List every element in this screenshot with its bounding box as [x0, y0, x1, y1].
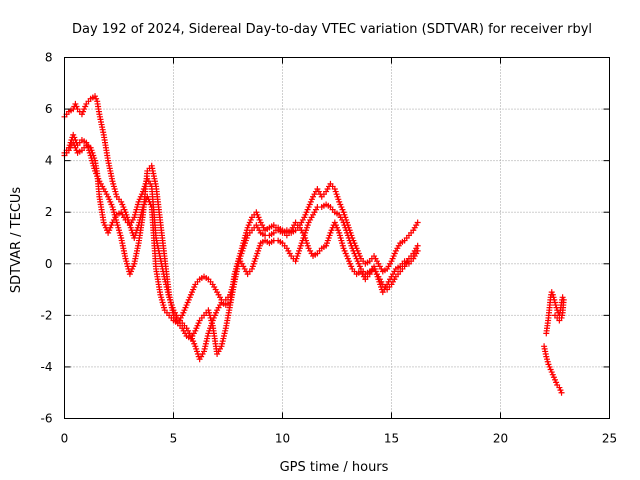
- x-tick-label: 0: [61, 432, 69, 446]
- grid: [64, 57, 610, 419]
- x-tick-label: 10: [275, 432, 290, 446]
- chart-title: Day 192 of 2024, Sidereal Day-to-day VTE…: [72, 22, 592, 37]
- series-5: [543, 289, 567, 337]
- data-point: [414, 247, 421, 254]
- axes: 0 5 10 15 20 25 -6 -4 -2 0 2 4 6 8: [41, 51, 618, 446]
- data-point: [414, 219, 421, 226]
- series-4: [541, 343, 565, 396]
- y-tick-label: 2: [45, 205, 53, 219]
- y-axis-label: SDTVAR / TECUs: [9, 187, 24, 294]
- y-tick-label: 4: [45, 154, 53, 168]
- x-tick-label: 20: [493, 432, 508, 446]
- x-axis-label: GPS time / hours: [280, 460, 389, 475]
- data-point: [552, 312, 558, 319]
- x-tick-label: 25: [602, 432, 617, 446]
- series-3: [61, 131, 421, 358]
- y-tick-label: -4: [41, 360, 53, 374]
- data-point: [414, 242, 421, 249]
- data-point: [558, 389, 565, 396]
- x-tick-label: 5: [170, 432, 178, 446]
- y-tick-label: -6: [41, 412, 53, 426]
- plot-frame: [64, 57, 610, 419]
- y-tick-label: 6: [45, 102, 53, 116]
- y-tick-label: -2: [41, 308, 53, 322]
- y-tick-label: 8: [45, 51, 53, 65]
- data-layer: [61, 93, 567, 396]
- y-tick-label: 0: [45, 257, 53, 271]
- x-tick-label: 15: [384, 432, 399, 446]
